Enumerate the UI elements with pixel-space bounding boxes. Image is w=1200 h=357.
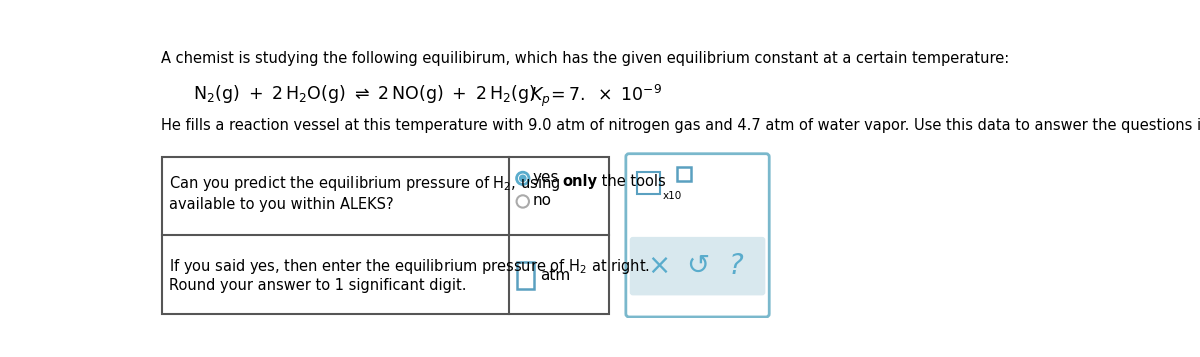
Circle shape — [516, 195, 529, 208]
Text: yes: yes — [533, 170, 559, 185]
Bar — [677, 167, 691, 181]
Circle shape — [516, 172, 529, 185]
Text: ↺: ↺ — [686, 252, 709, 280]
Circle shape — [518, 175, 527, 182]
Text: available to you within ALEKS?: available to you within ALEKS? — [169, 197, 394, 212]
Text: $K_p\!=7.\ \times\ 10^{-9}$: $K_p\!=7.\ \times\ 10^{-9}$ — [529, 83, 661, 109]
FancyBboxPatch shape — [626, 154, 769, 317]
Bar — [637, 172, 660, 194]
Text: atm: atm — [540, 268, 570, 283]
Text: He fills a reaction vessel at this temperature with 9.0 atm of nitrogen gas and : He fills a reaction vessel at this tempe… — [161, 117, 1200, 132]
Text: Can you predict the equilibrium pressure of $\mathregular{H_2}$, using: Can you predict the equilibrium pressure… — [169, 174, 562, 193]
Text: A chemist is studying the following equilibirum, which has the given equilibrium: A chemist is studying the following equi… — [161, 51, 1009, 66]
Text: Round your answer to 1 significant digit.: Round your answer to 1 significant digit… — [169, 278, 467, 293]
Text: only: only — [562, 174, 598, 189]
Bar — [162, 157, 608, 314]
Text: ?: ? — [728, 252, 744, 280]
FancyBboxPatch shape — [630, 237, 766, 295]
Text: x10: x10 — [662, 191, 682, 201]
Text: If you said yes, then enter the equilibrium pressure of $\mathregular{H_2}$ at r: If you said yes, then enter the equilibr… — [169, 257, 650, 276]
Text: $\mathregular{N_2(g)\ +\ 2\,H_2O(g)\ \rightleftharpoons\ 2\,NO(g)\ +\ 2\,H_2(g)}: $\mathregular{N_2(g)\ +\ 2\,H_2O(g)\ \ri… — [193, 83, 535, 105]
Text: the tools: the tools — [598, 174, 666, 189]
Text: no: no — [533, 193, 552, 208]
Bar — [516, 262, 534, 289]
Text: ×: × — [647, 252, 671, 280]
